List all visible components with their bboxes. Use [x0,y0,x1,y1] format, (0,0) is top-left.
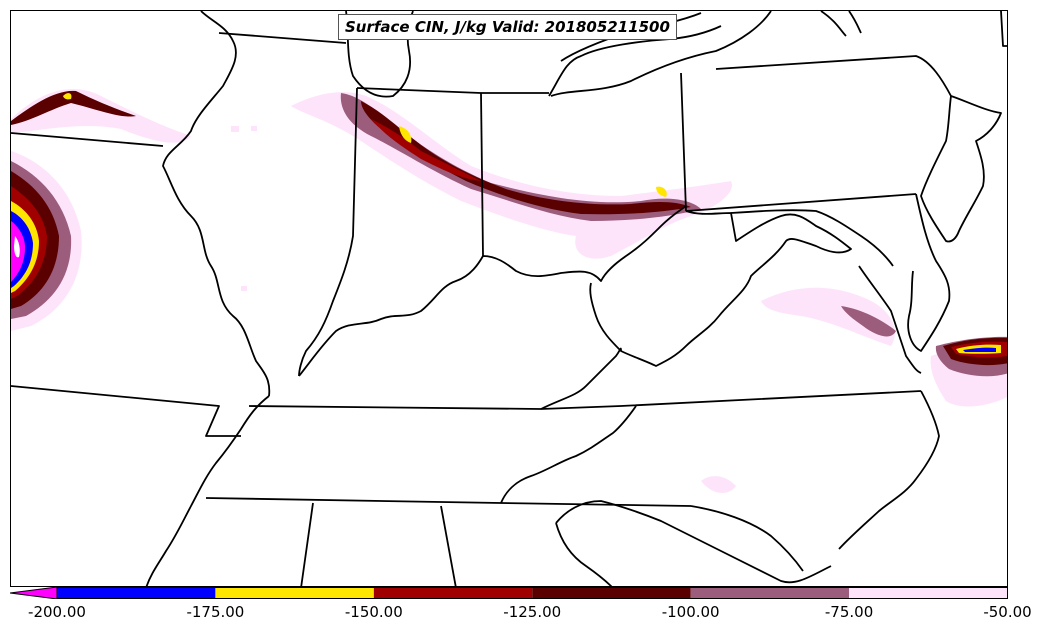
cin-nw-maroon [11,90,136,125]
al-ga-line [440,505,457,586]
colorbar-bin [532,587,691,599]
sc-coast [555,500,832,584]
va-md-line [730,209,894,267]
colorbar-bin [690,587,850,599]
colorbar [10,587,1008,599]
colorbar-bin [57,587,216,599]
map-panel [10,10,1008,587]
ky-va-line [540,347,622,410]
il-wi-line [218,32,347,44]
chesapeake [858,265,922,374]
colorbar-tick-label: -100.00 [661,603,720,621]
ga-coast [555,522,613,586]
cin-nw-yellow [63,93,72,100]
mi-in-oh-line [356,87,549,94]
colorbar-tick-label: -125.00 [503,603,562,621]
colorbar-tick-label: -150.00 [344,603,403,621]
pa-ny-line [715,55,952,97]
cin-va-mauve [841,306,896,337]
colorbar-bin [849,587,1008,599]
cin-w-white-core [14,236,20,258]
nc-sc-line [500,405,804,572]
colorbar-tick-label: -50.00 [983,603,1032,621]
colorbar-outline [56,587,1008,599]
ms-al-line [300,502,314,586]
michigan-lake [820,11,862,37]
colorbar-under-arrow [10,587,58,599]
basemap [11,11,1007,586]
in-oh-line [480,92,484,257]
mississippi-south [145,395,270,586]
cin-shading [11,89,1007,493]
new-jersey [920,95,1002,243]
lake-erie-shore [548,11,772,97]
colorbar-tick-label: -75.00 [824,603,874,621]
cin-band-red [371,119,481,181]
colorbar-tick-label: -200.00 [28,603,86,621]
map-title: Surface CIN, J/kg Valid: 201805211500 [338,14,677,40]
mo-ar-line [11,385,241,437]
delmarva [907,193,951,352]
colorbar-bin [373,587,533,599]
pa-md-line [685,193,917,212]
cin-se-blue [963,347,996,352]
oh-pa-line [680,72,687,212]
wi-ia-line [11,132,164,147]
tn-south-line [205,497,692,507]
colorbar-bins [57,587,1008,599]
west-virginia [589,210,852,367]
ny-vt-line [1000,11,1007,47]
ky-tn-line [248,390,922,410]
ohio-river [298,205,687,377]
illinois-west [162,11,271,397]
nc-coast [838,390,940,550]
il-in-line [298,87,358,377]
colorbar-bin [215,587,374,599]
cin-va-light [761,287,895,346]
colorbar-tick-label: -175.00 [186,603,245,621]
